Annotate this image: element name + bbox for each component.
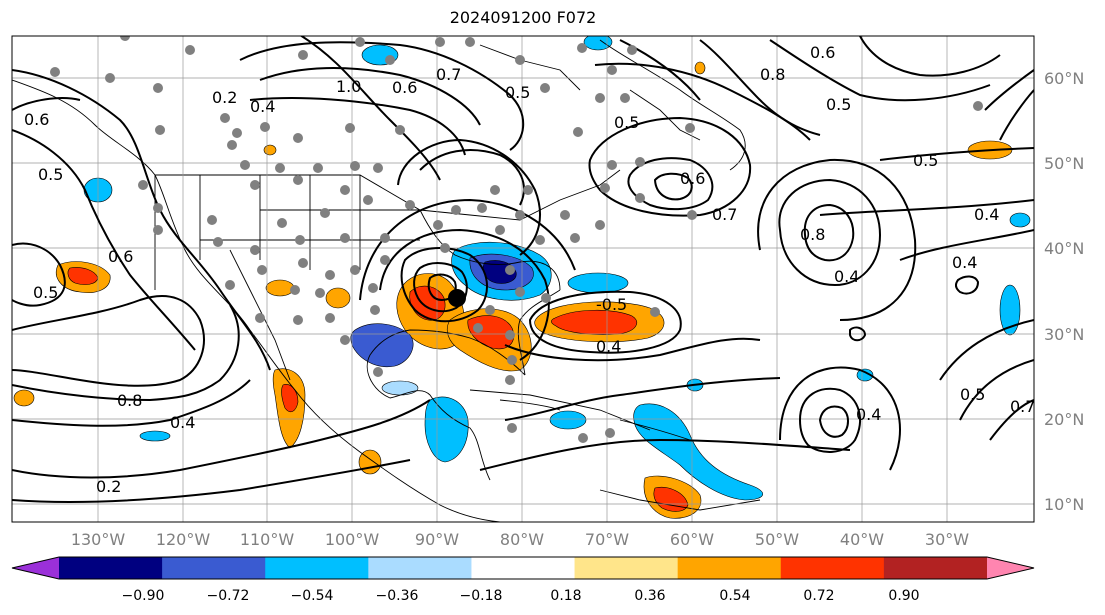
contour-label: 0.5 [38, 165, 63, 184]
contour-label: 0.6 [108, 247, 133, 266]
cold-anomaly-central-america [424, 396, 469, 463]
colorbar-tick-label: −0.54 [291, 588, 334, 604]
cold-anomaly-texas [350, 323, 414, 368]
contour-label: 0.7 [436, 65, 461, 84]
cold-anomaly-caribbean [633, 403, 763, 501]
lat-label: 40°N [1044, 239, 1084, 258]
lon-label: 100°W [325, 530, 380, 549]
colorbar-extend-low [12, 557, 59, 579]
map-content: 1.0 0.7 0.6 0.5 0.2 0.4 0.8 0.6 0.5 0.5 … [12, 36, 1035, 522]
colorbar-extend-high [987, 557, 1034, 579]
contour-label: 0.6 [680, 169, 705, 188]
colorbar-segment [471, 557, 576, 579]
contour-label: 0.5 [505, 83, 530, 102]
colorbar-tick-label: 0.90 [888, 588, 919, 604]
center-marker [448, 289, 466, 307]
lat-label: 20°N [1044, 410, 1084, 429]
latitude-labels: 60°N 50°N 40°N 30°N 20°N 10°N [1044, 69, 1084, 514]
contour-label: 0.4 [856, 405, 881, 424]
colorbar-outline [11, 556, 1035, 580]
contour-label: -0.5 [596, 295, 627, 314]
contour-label: 0.2 [212, 88, 237, 107]
contour-label: 0.6 [810, 43, 835, 62]
colorbar-segment [574, 557, 679, 579]
lon-label: 90°W [415, 530, 459, 549]
contour-label: 0.4 [170, 413, 195, 432]
colorbar-segment [59, 557, 163, 579]
lon-label: 60°W [670, 530, 714, 549]
contour-label: 0.8 [800, 225, 825, 244]
colorbar-segment [265, 557, 369, 579]
contour-label: 0.6 [392, 78, 417, 97]
contour-label: 0.5 [913, 151, 938, 170]
colorbar-segment [162, 557, 266, 579]
lon-label: 80°W [500, 530, 544, 549]
contour-label: 0.2 [96, 477, 121, 496]
lon-label: 50°W [755, 530, 799, 549]
contour-label: 0.8 [117, 391, 142, 410]
colorbar-segment [368, 557, 472, 579]
contour-label: 0.4 [834, 267, 859, 286]
colorbar-segment [780, 557, 885, 579]
station-dots [50, 36, 983, 443]
map-frame [11, 35, 1035, 523]
colorbar-tick-labels: −0.90 −0.72 −0.54 −0.36 −0.18 0.18 0.36 … [122, 588, 920, 604]
contour-label: 0.5 [960, 385, 985, 404]
contour-label: 0.5 [33, 283, 58, 302]
contour-label: 0.5 [614, 113, 639, 132]
lon-label: 30°W [925, 530, 969, 549]
contour-label: 0.4 [596, 337, 621, 356]
contour-label: 0.7 [712, 205, 737, 224]
colorbar-tick-label: −0.36 [376, 588, 419, 604]
colorbar-tick-label: −0.90 [122, 588, 165, 604]
contour-label: 1.0 [336, 77, 361, 96]
lon-label: 40°W [840, 530, 884, 549]
contour-label: 0.4 [952, 253, 977, 272]
colorbar-segment [677, 557, 782, 579]
graticule [12, 36, 1034, 522]
lat-label: 10°N [1044, 495, 1084, 514]
lat-label: 50°N [1044, 154, 1084, 173]
colorbar-tick-label: 0.36 [634, 588, 665, 604]
colorbar-tick-label: −0.18 [460, 588, 503, 604]
lon-label: 110°W [240, 530, 295, 549]
colorbar-tick-label: 0.18 [550, 588, 581, 604]
lon-label: 130°W [71, 530, 126, 549]
lat-label: 30°N [1044, 325, 1084, 344]
contour-label: 0.5 [826, 95, 851, 114]
longitude-labels: 130°W 120°W 110°W 100°W 90°W 80°W 70°W 6… [71, 530, 969, 549]
colorbar-tick-label: 0.54 [719, 588, 750, 604]
colorbar [11, 556, 1035, 580]
colorbar-tick-label: −0.72 [207, 588, 250, 604]
contour-label: 0.8 [760, 65, 785, 84]
contour-label: 0.6 [24, 110, 49, 129]
lat-label: 60°N [1044, 69, 1084, 88]
contour-label: 0.4 [250, 97, 275, 116]
contour-label: 0.7 [1010, 397, 1035, 416]
map-title: 2024091200 F072 [449, 8, 597, 27]
contour-lines [12, 36, 1034, 503]
contour-label: 0.4 [974, 205, 999, 224]
colorbar-tick-label: 0.72 [803, 588, 834, 604]
contour-label-group: 1.0 0.7 0.6 0.5 0.2 0.4 0.8 0.6 0.5 0.5 … [24, 43, 1035, 496]
lon-label: 70°W [585, 530, 629, 549]
lon-label: 120°W [156, 530, 211, 549]
colorbar-segment [883, 557, 988, 579]
